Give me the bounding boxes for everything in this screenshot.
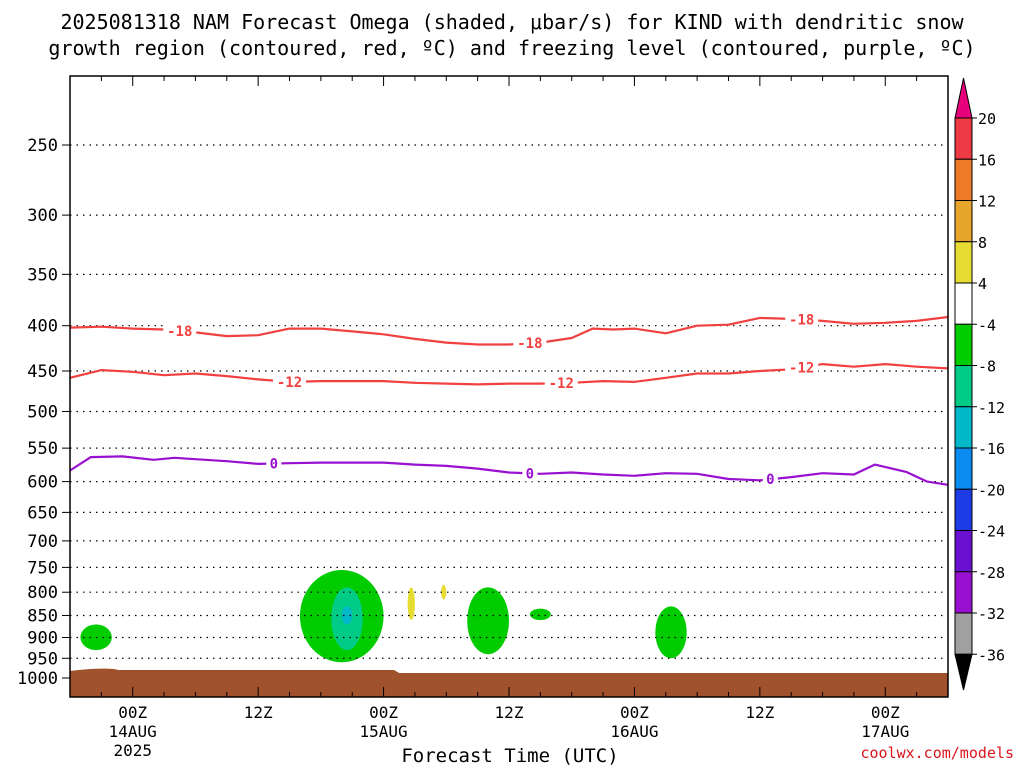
colorbar-label-1: 16 xyxy=(978,151,996,169)
x-tick-date-2: 15AUG xyxy=(359,722,407,741)
colorbar-label-0: 20 xyxy=(978,110,996,128)
terrain-area xyxy=(70,668,948,697)
x-tick-label-0: 00Z xyxy=(118,703,147,722)
y-tick-label-1000: 1000 xyxy=(17,669,58,689)
colorbar-swatch-0 xyxy=(954,117,973,160)
omega-region-5 xyxy=(441,584,447,600)
y-tick-label-300: 300 xyxy=(27,206,58,226)
contour-label-bg-2-2 xyxy=(762,471,778,488)
chart-title-line-1: 2025081318 NAM Forecast Omega (shaded, μ… xyxy=(60,10,964,34)
x-tick-label-5: 12Z xyxy=(745,703,774,722)
contour-label--12-0: -12 xyxy=(277,375,302,391)
contour-label-bg-0-0 xyxy=(163,322,197,339)
y-tick-label-900: 900 xyxy=(27,628,58,648)
x-tick-year-0: 2025 xyxy=(113,741,152,760)
contour-line-0 xyxy=(69,455,949,486)
contour-label-0-1: 0 xyxy=(526,466,534,482)
colorbar-swatch-10 xyxy=(954,530,973,573)
colorbar-swatch-4 xyxy=(954,282,973,325)
colorbar-swatch-7 xyxy=(954,406,973,449)
colorbar-label-13: -36 xyxy=(978,646,1005,664)
contour-label--18-0: -18 xyxy=(167,324,192,340)
plot-border xyxy=(69,75,949,698)
colorbar-swatch-3 xyxy=(954,241,973,284)
y-tick-label-600: 600 xyxy=(27,473,58,493)
y-tick-label-500: 500 xyxy=(27,403,58,423)
colorbar-label-10: -24 xyxy=(978,523,1005,541)
x-tick-label-2: 00Z xyxy=(369,703,398,722)
contour-label-bg-0-2 xyxy=(785,311,819,328)
omega-region-8 xyxy=(655,606,687,659)
colorbar-label-4: 4 xyxy=(978,275,987,293)
temperature-contours: -18 -18 -18 -12 -12 -12 0 0 0 xyxy=(69,311,949,488)
x-tick-label-6: 00Z xyxy=(871,703,900,722)
colorbar-label-6: -8 xyxy=(978,358,996,376)
omega-shading xyxy=(80,569,687,663)
x-tick-label-4: 00Z xyxy=(620,703,649,722)
contour-label--18-2: -18 xyxy=(789,313,814,329)
colorbar-swatch-2 xyxy=(954,200,973,243)
colorbar-swatch-5 xyxy=(954,323,973,366)
credit-text: coolwx.com/models xyxy=(860,744,1014,762)
contour-label-bg-1-1 xyxy=(544,375,578,392)
x-tick-label-1: 12Z xyxy=(244,703,273,722)
x-axis-label: Forecast Time (UTC) xyxy=(401,745,619,767)
terrain-fill xyxy=(70,668,948,697)
y-tick-label-800: 800 xyxy=(27,583,58,603)
omega-region-6 xyxy=(467,587,509,655)
contour-label-bg-1-0 xyxy=(273,373,306,390)
colorbar-swatch-1 xyxy=(954,158,973,201)
colorbar-label-7: -12 xyxy=(978,399,1005,417)
colorbar-label-11: -28 xyxy=(978,564,1005,582)
y-tick-label-850: 850 xyxy=(27,607,58,627)
y-axis: 2503003504004505005506006507007508008509… xyxy=(17,136,70,689)
omega-region-3 xyxy=(341,606,353,625)
colorbar-swatch-8 xyxy=(954,447,973,490)
colorbar-swatch-11 xyxy=(954,571,973,614)
colorbar-label-2: 12 xyxy=(978,193,996,211)
y-tick-label-550: 550 xyxy=(27,439,58,459)
omega-region-4 xyxy=(407,587,415,621)
y-tick-label-400: 400 xyxy=(27,317,58,337)
y-tick-label-450: 450 xyxy=(27,362,58,382)
y-tick-label-250: 250 xyxy=(27,136,58,156)
contour-label-bg-2-1 xyxy=(522,465,538,482)
y-tick-label-700: 700 xyxy=(27,532,58,552)
contour-label-bg-0-1 xyxy=(513,335,547,352)
contour-label-0-2: 0 xyxy=(766,472,774,488)
contour-label--12-1: -12 xyxy=(549,376,574,392)
colorbar-top-arrow xyxy=(954,77,973,119)
colorbar-label-12: -32 xyxy=(978,605,1005,623)
contour-label-bg-2-0 xyxy=(266,455,282,472)
colorbar-label-8: -16 xyxy=(978,440,1005,458)
colorbar-swatch-6 xyxy=(954,365,973,408)
colorbar-label-5: -4 xyxy=(978,316,996,334)
colorbar-label-9: -20 xyxy=(978,481,1005,499)
contour-label--18-1: -18 xyxy=(517,336,542,352)
x-tick-date-6: 17AUG xyxy=(861,722,909,741)
plot-frame xyxy=(69,75,949,698)
contour-label--12-2: -12 xyxy=(789,361,814,377)
colorbar-swatch-9 xyxy=(954,488,973,531)
pressure-gridlines xyxy=(70,144,948,659)
colorbar: 20 16 12 8 4 -4 -8 -12 -16 -20 -24 -28 -32 -36 xyxy=(954,77,1005,691)
chart-title-line-2: growth region (contoured, red, ºC) and f… xyxy=(48,36,976,60)
omega-region-7 xyxy=(529,608,551,621)
y-tick-label-350: 350 xyxy=(27,265,58,285)
contour-label-0-0: 0 xyxy=(270,457,278,473)
colorbar-label-3: 8 xyxy=(978,234,987,252)
contour-label-bg-1-2 xyxy=(785,359,819,376)
y-tick-label-650: 650 xyxy=(27,503,58,523)
x-tick-date-0: 14AUG xyxy=(109,722,157,741)
colorbar-swatch-12 xyxy=(954,612,973,655)
x-tick-date-4: 16AUG xyxy=(610,722,658,741)
x-tick-label-3: 12Z xyxy=(495,703,524,722)
colorbar-bottom-arrow xyxy=(954,653,973,691)
y-tick-label-750: 750 xyxy=(27,558,58,578)
y-tick-label-950: 950 xyxy=(27,649,58,669)
